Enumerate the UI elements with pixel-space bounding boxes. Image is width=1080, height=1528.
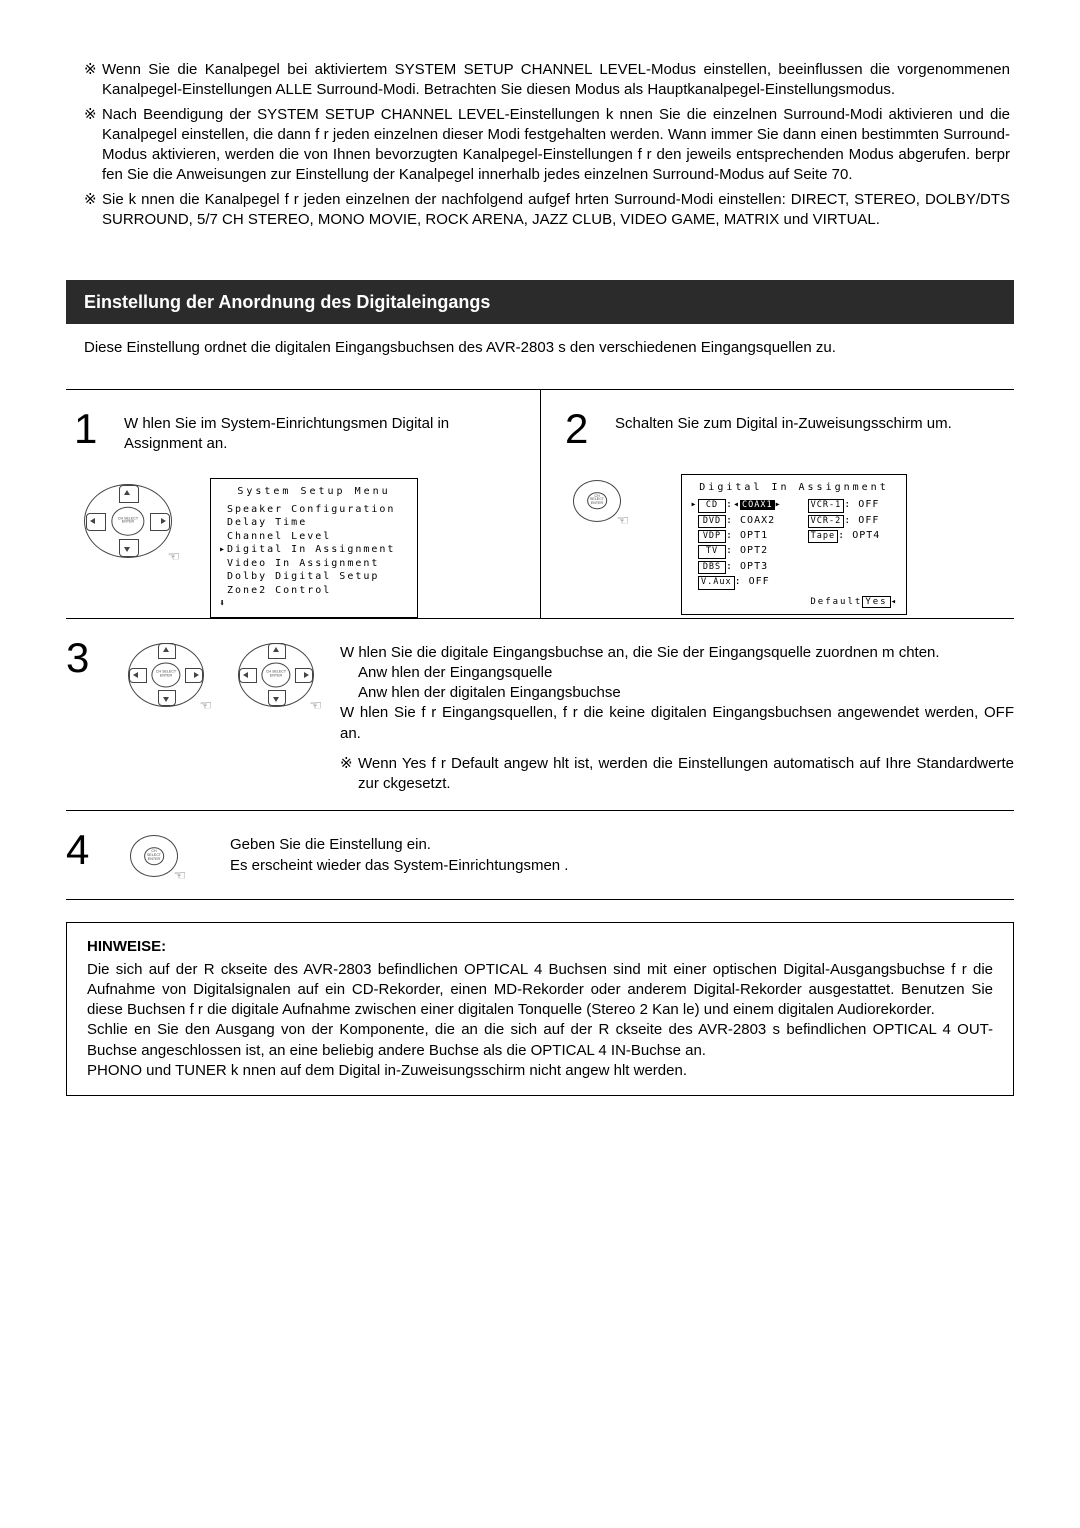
hinweise-paragraph: Die sich auf der R ckseite des AVR-2803 … xyxy=(87,960,993,1021)
assignment-row: DBS: OPT3 xyxy=(690,560,782,574)
menu-item: Zone2 Control xyxy=(219,584,409,598)
step3-bullet: Anw hlen der Eingangsquelle xyxy=(358,663,1014,683)
menu-item: ▸Digital In Assignment xyxy=(219,543,409,557)
step4-line: Es erscheint wieder das System-Einrichtu… xyxy=(230,856,1014,876)
dpad-label: ENTER xyxy=(160,675,172,679)
steps-row-1-2: 1 W hlen Sie im System-Einrichtungsmen D… xyxy=(66,390,1014,618)
hand-pointer-icon: ☜ xyxy=(173,866,186,885)
hinweise-paragraph: Schlie en Sie den Ausgang von der Kompon… xyxy=(87,1020,993,1061)
system-setup-menu-panel: System Setup Menu Speaker Configuration … xyxy=(210,478,418,618)
assignment-row: VCR-1: OFF xyxy=(800,498,881,512)
list-item: ※ Wenn Sie die Kanalpegel bei aktivierte… xyxy=(84,60,1010,101)
menu-item: Delay Time xyxy=(219,516,409,530)
menu-item: Speaker Configuration xyxy=(219,503,409,517)
step-number: 3 xyxy=(66,637,102,795)
vertical-divider xyxy=(540,390,541,618)
reference-mark-icon: ※ xyxy=(84,190,102,231)
enter-button-icon: CH SELECTENTER ☜ xyxy=(128,833,180,879)
reference-mark-icon: ※ xyxy=(340,754,358,795)
down-arrow-icon: ⬇ xyxy=(219,597,409,611)
panel-title: Digital In Assignment xyxy=(690,481,898,495)
dpad-label: ENTER xyxy=(148,858,160,862)
assignment-row: V.Aux: OFF xyxy=(690,575,782,589)
default-label: Default xyxy=(810,597,862,607)
assignment-row: VCR-2: OFF xyxy=(800,514,881,528)
note-text: Nach Beendigung der SYSTEM SETUP CHANNEL… xyxy=(102,105,1010,186)
hand-pointer-icon: ☜ xyxy=(309,696,322,715)
assignment-row: DVD: COAX2 xyxy=(690,514,782,528)
step3-line: W hlen Sie f r Eingangsquellen, f r die … xyxy=(340,703,1014,744)
hand-pointer-icon: ☜ xyxy=(616,511,629,530)
step-4: 4 CH SELECTENTER ☜ Geben Sie die Einstel… xyxy=(60,811,1020,899)
hinweise-panel: HINWEISE: Die sich auf der R ckseite des… xyxy=(66,922,1014,1096)
manual-page: ※ Wenn Sie die Kanalpegel bei aktivierte… xyxy=(0,0,1080,1528)
divider xyxy=(66,899,1014,900)
assignment-row: ▸CD:◂COAX1▸ xyxy=(690,498,782,512)
hinweise-paragraph: PHONO und TUNER k nnen auf dem Digital i… xyxy=(87,1061,993,1081)
hand-pointer-icon: ☜ xyxy=(199,696,212,715)
section-heading: Einstellung der Anordnung des Digitalein… xyxy=(66,280,1014,324)
note-text: Sie k nnen die Kanalpegel f r jeden einz… xyxy=(102,190,1010,231)
list-item: ※ Sie k nnen die Kanalpegel f r jeden ei… xyxy=(84,190,1010,231)
dpad-label: ENTER xyxy=(122,521,134,525)
reference-mark-icon: ※ xyxy=(84,60,102,101)
dpad-icon: CH SELECTENTER ☜ xyxy=(236,641,316,709)
step-text: W hlen Sie im System-Einrichtungsmen Dig… xyxy=(124,408,515,455)
dpad-icon: CH SELECTENTER ☜ xyxy=(126,641,206,709)
top-notes-block: ※ Wenn Sie die Kanalpegel bei aktivierte… xyxy=(84,60,1010,230)
hand-pointer-icon: ☜ xyxy=(167,547,180,566)
note-text: Wenn Sie die Kanalpegel bei aktiviertem … xyxy=(102,60,1010,101)
default-value: Yes xyxy=(862,596,890,608)
step-1: 1 W hlen Sie im System-Einrichtungsmen D… xyxy=(66,390,523,618)
list-item: ※ Nach Beendigung der SYSTEM SETUP CHANN… xyxy=(84,105,1010,186)
default-row: DefaultYes◂ xyxy=(690,596,898,608)
menu-title: System Setup Menu xyxy=(219,485,409,499)
dpad-icon: CH SELECTENTER ☜ xyxy=(82,482,174,560)
step-number: 1 xyxy=(74,408,110,455)
step4-line: Geben Sie die Einstellung ein. xyxy=(230,835,1014,855)
step3-bullet: Anw hlen der digitalen Eingangsbuchse xyxy=(358,683,1014,703)
assignment-row: TV: OPT2 xyxy=(690,544,782,558)
step-number: 4 xyxy=(66,829,102,883)
assignment-row: Tape: OPT4 xyxy=(800,529,881,543)
assignment-row: VDP: OPT1 xyxy=(690,529,782,543)
step3-footnote: Wenn Yes f r Default angew hlt ist, werd… xyxy=(358,754,1014,795)
digital-in-assignment-panel: Digital In Assignment ▸CD:◂COAX1▸ DVD: C… xyxy=(681,474,907,615)
step-text: Schalten Sie zum Digital in-Zuweisungssc… xyxy=(615,408,1006,450)
dpad-label: ENTER xyxy=(591,502,603,506)
step-2: 2 Schalten Sie zum Digital in-Zuweisungs… xyxy=(557,390,1014,618)
hinweise-heading: HINWEISE: xyxy=(87,937,993,957)
section-intro: Diese Einstellung ordnet die digitalen E… xyxy=(84,338,1010,358)
step-number: 2 xyxy=(565,408,601,450)
dpad-label: ENTER xyxy=(270,675,282,679)
enter-button-icon: CH SELECTENTER ☜ xyxy=(571,478,623,524)
menu-item: Dolby Digital Setup xyxy=(219,570,409,584)
menu-item: Channel Level xyxy=(219,530,409,544)
reference-mark-icon: ※ xyxy=(84,105,102,186)
menu-item: Video In Assignment xyxy=(219,557,409,571)
step-3: 3 CH SELECTENTER ☜ CH SELECTENTER ☜ xyxy=(60,619,1020,811)
step3-line: W hlen Sie die digitale Eingangsbuchse a… xyxy=(340,643,1014,663)
